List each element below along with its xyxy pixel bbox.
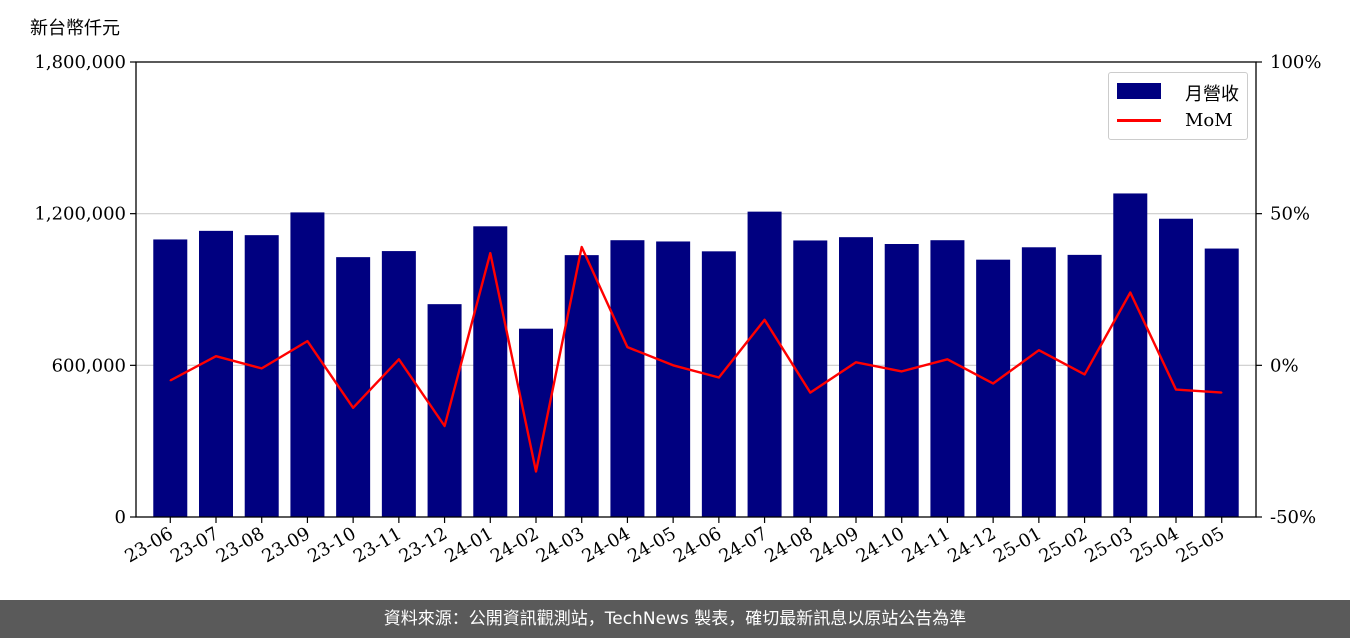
x-tick-label: 25-02 <box>1036 523 1091 567</box>
bar <box>747 211 782 517</box>
x-tick-label: 25-05 <box>1173 523 1228 567</box>
bar <box>793 240 828 517</box>
bar <box>519 328 553 517</box>
legend-item-mom: MoM <box>1117 109 1243 133</box>
bar <box>656 241 691 517</box>
bar <box>199 230 233 517</box>
bar <box>336 257 371 517</box>
x-tick-label: 25-04 <box>1127 523 1182 567</box>
legend-bar-swatch <box>1117 83 1161 99</box>
x-tick-label: 23-08 <box>213 523 268 567</box>
bar <box>290 212 325 517</box>
bar <box>701 251 736 517</box>
mom-point <box>1220 391 1223 394</box>
mom-point <box>169 379 172 382</box>
mom-point <box>489 252 492 254</box>
bar <box>1159 218 1193 517</box>
x-tick-label: 23-07 <box>167 523 222 567</box>
mom-point <box>260 367 263 370</box>
legend-item-revenue: 月營收 <box>1117 79 1243 105</box>
bar <box>884 244 919 517</box>
mom-point <box>215 355 217 358</box>
mom-point <box>809 391 812 394</box>
x-tick-label: 23-11 <box>350 523 405 567</box>
bar <box>1067 254 1102 517</box>
x-tick-label: 24-04 <box>578 523 633 567</box>
bar <box>839 237 873 518</box>
right-tick-label: 0% <box>1270 355 1299 376</box>
mom-point <box>443 425 446 427</box>
left-tick-label: 0 <box>115 507 126 528</box>
bar <box>381 251 416 518</box>
legend-label-revenue: 月營收 <box>1185 84 1239 105</box>
mom-point <box>398 358 400 361</box>
mom-point <box>1129 291 1132 294</box>
x-tick-label: 24-03 <box>533 523 588 567</box>
unit-label: 新台幣仟元 <box>30 18 120 39</box>
x-tick-label: 23-10 <box>304 523 359 567</box>
right-tick-label: -50% <box>1270 507 1316 528</box>
bar <box>1021 247 1056 517</box>
legend: 月營收 MoM <box>1108 72 1248 140</box>
source-footer: 資料來源：公開資訊觀測站，TechNews 製表，確切最新訊息以原站公告為準 <box>0 600 1350 638</box>
x-tick-label: 24-12 <box>944 523 999 567</box>
bar <box>1204 248 1239 518</box>
x-tick-label: 24-10 <box>853 523 908 567</box>
x-tick-label: 24-01 <box>441 523 496 567</box>
bar <box>153 239 188 517</box>
left-tick-label: 1,800,000 <box>34 52 126 73</box>
left-tick-label: 1,200,000 <box>34 204 126 225</box>
legend-line-swatch <box>1117 119 1161 122</box>
mom-point <box>992 382 994 385</box>
x-tick-label: 24-05 <box>624 523 679 567</box>
mom-point <box>306 340 309 342</box>
mom-point <box>1038 349 1040 351</box>
chart: 0 600,000 1,200,000 1,800,000 -50% 0% 50% 100% 2… <box>34 52 1321 567</box>
mom-point <box>672 364 674 367</box>
mom-point <box>580 246 583 248</box>
bar <box>1113 193 1148 517</box>
x-tick-label: 24-02 <box>487 523 542 567</box>
bar <box>473 226 508 518</box>
x-tick-label: 23-06 <box>121 523 176 567</box>
mom-line <box>169 245 1222 473</box>
bar <box>930 240 965 518</box>
mom-point <box>352 407 354 409</box>
mom-point <box>900 370 903 373</box>
mom-point <box>855 361 857 364</box>
plot-frame <box>135 61 1257 518</box>
mom-point <box>1175 388 1177 391</box>
mom-point <box>946 358 949 361</box>
x-tick-label: 24-06 <box>670 523 725 567</box>
x-tick-label: 25-01 <box>990 523 1045 567</box>
bar <box>976 259 1011 517</box>
mom-point <box>535 470 537 473</box>
mom-point <box>763 319 766 321</box>
x-tick-label: 24-07 <box>716 523 771 567</box>
mom-point <box>626 346 629 348</box>
mom-point <box>718 376 720 379</box>
bar <box>610 240 645 518</box>
x-tick-label: 25-03 <box>1081 523 1136 567</box>
x-tick-label: 23-09 <box>258 523 313 567</box>
bar <box>564 255 599 517</box>
right-tick-label: 100% <box>1270 52 1321 73</box>
x-tick-label: 24-08 <box>761 523 816 567</box>
mom-point <box>1083 373 1086 376</box>
right-tick-label: 50% <box>1270 204 1310 225</box>
x-tick-label: 23-12 <box>396 523 451 567</box>
left-tick-label: 600,000 <box>52 355 126 376</box>
bar <box>244 235 279 517</box>
x-tick-label: 24-09 <box>807 523 862 567</box>
x-tick-label: 24-11 <box>898 523 953 567</box>
legend-label-mom: MoM <box>1185 110 1233 131</box>
